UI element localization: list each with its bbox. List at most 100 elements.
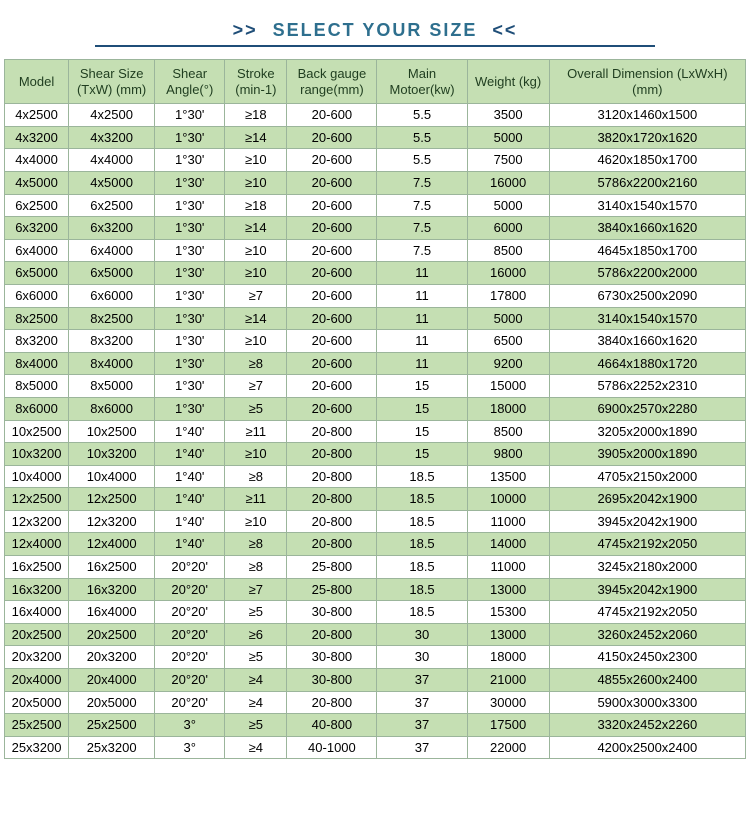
table-row: 20x500020x500020°20'≥420-80037300005900x… bbox=[5, 691, 746, 714]
table-cell: 11 bbox=[377, 352, 467, 375]
table-cell: ≥18 bbox=[225, 194, 287, 217]
table-cell: 4200x2500x2400 bbox=[549, 736, 745, 759]
table-cell: 20-800 bbox=[287, 465, 377, 488]
table-cell: 18.5 bbox=[377, 601, 467, 624]
table-row: 20x320020x320020°20'≥530-80030180004150x… bbox=[5, 646, 746, 669]
table-cell: 4705x2150x2000 bbox=[549, 465, 745, 488]
table-cell: 20°20' bbox=[155, 623, 225, 646]
table-cell: 25-800 bbox=[287, 556, 377, 579]
table-cell: 20-600 bbox=[287, 104, 377, 127]
table-cell: ≥7 bbox=[225, 578, 287, 601]
table-cell: 11 bbox=[377, 330, 467, 353]
table-cell: 1°30' bbox=[155, 307, 225, 330]
table-cell: 20°20' bbox=[155, 578, 225, 601]
table-cell: 37 bbox=[377, 669, 467, 692]
table-cell: 18.5 bbox=[377, 488, 467, 511]
table-cell: 1°30' bbox=[155, 239, 225, 262]
table-cell: 3840x1660x1620 bbox=[549, 217, 745, 240]
table-cell: 8x4000 bbox=[5, 352, 69, 375]
table-cell: 16x2500 bbox=[5, 556, 69, 579]
table-cell: 8x6000 bbox=[69, 397, 155, 420]
table-cell: 20-800 bbox=[287, 533, 377, 556]
table-row: 10x400010x40001°40'≥820-80018.5135004705… bbox=[5, 465, 746, 488]
table-cell: 11000 bbox=[467, 510, 549, 533]
table-cell: ≥10 bbox=[225, 149, 287, 172]
table-cell: 1°40' bbox=[155, 533, 225, 556]
table-cell: 1°30' bbox=[155, 194, 225, 217]
table-cell: 8x4000 bbox=[69, 352, 155, 375]
table-cell: 5.5 bbox=[377, 149, 467, 172]
table-column-header: Back gauge range(mm) bbox=[287, 60, 377, 104]
table-cell: 1°30' bbox=[155, 149, 225, 172]
table-column-header: Stroke (min-1) bbox=[225, 60, 287, 104]
table-cell: ≥8 bbox=[225, 465, 287, 488]
table-cell: 3140x1540x1570 bbox=[549, 194, 745, 217]
table-cell: 13500 bbox=[467, 465, 549, 488]
table-cell: 20-600 bbox=[287, 330, 377, 353]
table-cell: 18000 bbox=[467, 397, 549, 420]
table-cell: 4x2500 bbox=[5, 104, 69, 127]
table-cell: 15 bbox=[377, 397, 467, 420]
table-cell: 30-800 bbox=[287, 601, 377, 624]
table-cell: 5786x2252x2310 bbox=[549, 375, 745, 398]
table-cell: 18.5 bbox=[377, 510, 467, 533]
table-cell: 15 bbox=[377, 443, 467, 466]
table-row: 6x60006x60001°30'≥720-60011178006730x250… bbox=[5, 284, 746, 307]
table-cell: ≥10 bbox=[225, 443, 287, 466]
table-cell: 12x4000 bbox=[5, 533, 69, 556]
table-cell: 1°30' bbox=[155, 262, 225, 285]
table-cell: 4745x2192x2050 bbox=[549, 533, 745, 556]
table-cell: 20-600 bbox=[287, 352, 377, 375]
table-cell: 25x3200 bbox=[5, 736, 69, 759]
table-cell: 11 bbox=[377, 307, 467, 330]
table-cell: 8x3200 bbox=[5, 330, 69, 353]
table-cell: 1°30' bbox=[155, 126, 225, 149]
table-cell: 12x4000 bbox=[69, 533, 155, 556]
table-cell: 7.5 bbox=[377, 217, 467, 240]
table-cell: 20°20' bbox=[155, 646, 225, 669]
table-cell: 20-600 bbox=[287, 217, 377, 240]
table-cell: 7.5 bbox=[377, 171, 467, 194]
table-cell: 1°30' bbox=[155, 397, 225, 420]
table-cell: ≥10 bbox=[225, 262, 287, 285]
table-cell: 17800 bbox=[467, 284, 549, 307]
table-row: 10x320010x32001°40'≥1020-8001598003905x2… bbox=[5, 443, 746, 466]
table-cell: 20°20' bbox=[155, 669, 225, 692]
table-cell: 6x4000 bbox=[69, 239, 155, 262]
table-cell: 18000 bbox=[467, 646, 549, 669]
table-cell: 2695x2042x1900 bbox=[549, 488, 745, 511]
table-cell: 6x5000 bbox=[5, 262, 69, 285]
table-cell: 12x3200 bbox=[5, 510, 69, 533]
table-cell: 10x4000 bbox=[5, 465, 69, 488]
table-cell: 30 bbox=[377, 646, 467, 669]
table-cell: 6x2500 bbox=[5, 194, 69, 217]
table-cell: 17500 bbox=[467, 714, 549, 737]
table-cell: ≥11 bbox=[225, 420, 287, 443]
table-cell: 12x2500 bbox=[69, 488, 155, 511]
table-cell: 20-600 bbox=[287, 262, 377, 285]
table-cell: 20x5000 bbox=[5, 691, 69, 714]
table-cell: 16x4000 bbox=[5, 601, 69, 624]
table-cell: 10000 bbox=[467, 488, 549, 511]
table-cell: ≥4 bbox=[225, 691, 287, 714]
table-cell: 8x5000 bbox=[5, 375, 69, 398]
table-cell: 20-600 bbox=[287, 307, 377, 330]
table-row: 25x320025x32003°≥440-100037220004200x250… bbox=[5, 736, 746, 759]
table-cell: 5.5 bbox=[377, 104, 467, 127]
header-divider bbox=[95, 45, 655, 47]
table-cell: 16000 bbox=[467, 262, 549, 285]
table-cell: 7500 bbox=[467, 149, 549, 172]
table-cell: 30-800 bbox=[287, 646, 377, 669]
table-cell: ≥6 bbox=[225, 623, 287, 646]
spec-table-wrap: ModelShear Size (TxW) (mm)Shear Angle(°)… bbox=[0, 59, 750, 759]
table-cell: 3120x1460x1500 bbox=[549, 104, 745, 127]
table-row: 16x250016x250020°20'≥825-80018.511000324… bbox=[5, 556, 746, 579]
table-cell: 21000 bbox=[467, 669, 549, 692]
table-cell: 30-800 bbox=[287, 669, 377, 692]
table-cell: 5000 bbox=[467, 194, 549, 217]
table-cell: 5786x2200x2160 bbox=[549, 171, 745, 194]
table-cell: ≥14 bbox=[225, 126, 287, 149]
table-cell: 15 bbox=[377, 420, 467, 443]
table-cell: 4x5000 bbox=[5, 171, 69, 194]
table-cell: 6x6000 bbox=[5, 284, 69, 307]
